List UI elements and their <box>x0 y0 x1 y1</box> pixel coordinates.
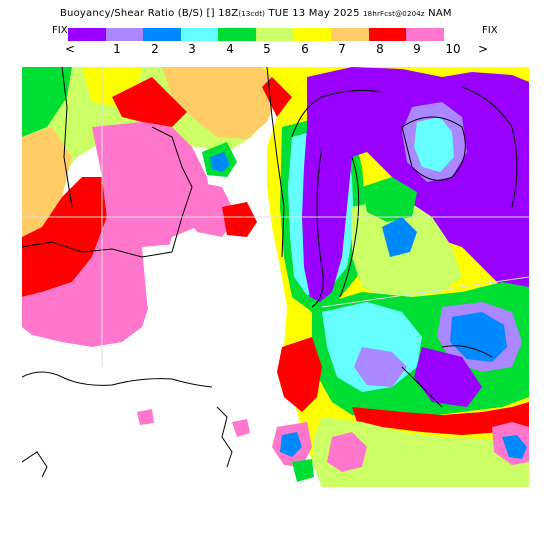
legend-tick-9: 9 <box>413 42 421 56</box>
blob-red-c <box>222 202 257 237</box>
legend-tick-6: 6 <box>301 42 309 56</box>
legend-tick-5: 5 <box>263 42 271 56</box>
color-legend <box>68 28 444 41</box>
blob-blue-1 <box>280 432 302 457</box>
region-cyan-lake <box>414 117 454 172</box>
blob-blue-c <box>210 152 230 172</box>
legend-labels: < 1 2 3 4 5 6 7 8 9 10 > <box>60 42 500 58</box>
legend-swatch-6 <box>255 28 294 41</box>
region-pink-c <box>172 177 237 237</box>
region-pink-w <box>22 122 212 347</box>
region-purple-s <box>414 347 482 407</box>
forecast-map <box>22 67 529 487</box>
legend-tick-3: 3 <box>188 42 196 56</box>
legend-tick-7: 7 <box>338 42 346 56</box>
boundary-lines <box>22 67 518 478</box>
legend-tick-10: 10 <box>445 42 461 56</box>
title-date: TUE 13 May 2025 <box>265 8 364 19</box>
region-green-se <box>362 177 417 222</box>
legend-swatch-10 <box>406 28 444 41</box>
region-red-s <box>352 402 529 435</box>
region-pink-bottom <box>327 432 367 472</box>
chart-title: Buoyancy/Shear Ratio (B/S) [] 18Z(13cdt)… <box>60 8 452 19</box>
title-main: Buoyancy/Shear Ratio (B/S) [] 18Z <box>60 8 239 19</box>
map-svg <box>22 67 529 487</box>
region-blue-se2 <box>450 312 507 362</box>
legend-tick-2: 2 <box>151 42 159 56</box>
next-arrow-button[interactable]: > <box>477 42 489 56</box>
region-blue-se3 <box>502 435 527 459</box>
blob-pink-3 <box>137 409 154 425</box>
region-lightgreen-bottom <box>312 417 529 487</box>
region-red-w <box>22 177 107 297</box>
region-red-n <box>112 77 187 127</box>
region-tan-n <box>162 67 282 139</box>
region-red-sw <box>277 337 322 412</box>
grid-lines <box>22 67 529 367</box>
fix-right-link[interactable]: FIX <box>482 25 498 36</box>
region-tan-w <box>22 127 72 237</box>
region-lavender-s <box>354 347 407 387</box>
blob-green-1 <box>292 459 314 482</box>
fix-left-link[interactable]: FIX <box>52 25 68 36</box>
legend-swatch-7 <box>293 28 332 41</box>
title-model: NAM <box>424 8 452 19</box>
legend-tick-1: 1 <box>113 42 121 56</box>
region-white-c <box>142 242 287 387</box>
legend-swatch-2 <box>105 28 144 41</box>
blob-pink-2 <box>232 419 250 437</box>
legend-swatch-1 <box>68 28 106 41</box>
prev-arrow-button[interactable]: < <box>64 42 76 56</box>
lake-purple <box>302 67 529 302</box>
legend-tick-8: 8 <box>376 42 384 56</box>
legend-swatch-5 <box>218 28 256 41</box>
region-green-nw <box>22 67 72 137</box>
title-timezone: (13cdt) <box>238 10 266 18</box>
legend-swatch-4 <box>180 28 219 41</box>
legend-tick-4: 4 <box>226 42 234 56</box>
legend-swatch-3 <box>143 28 181 41</box>
title-forecast: 18hrFcst@0204z <box>363 10 425 18</box>
region-blue-se <box>382 217 417 257</box>
legend-swatch-9 <box>368 28 407 41</box>
legend-swatch-8 <box>331 28 369 41</box>
